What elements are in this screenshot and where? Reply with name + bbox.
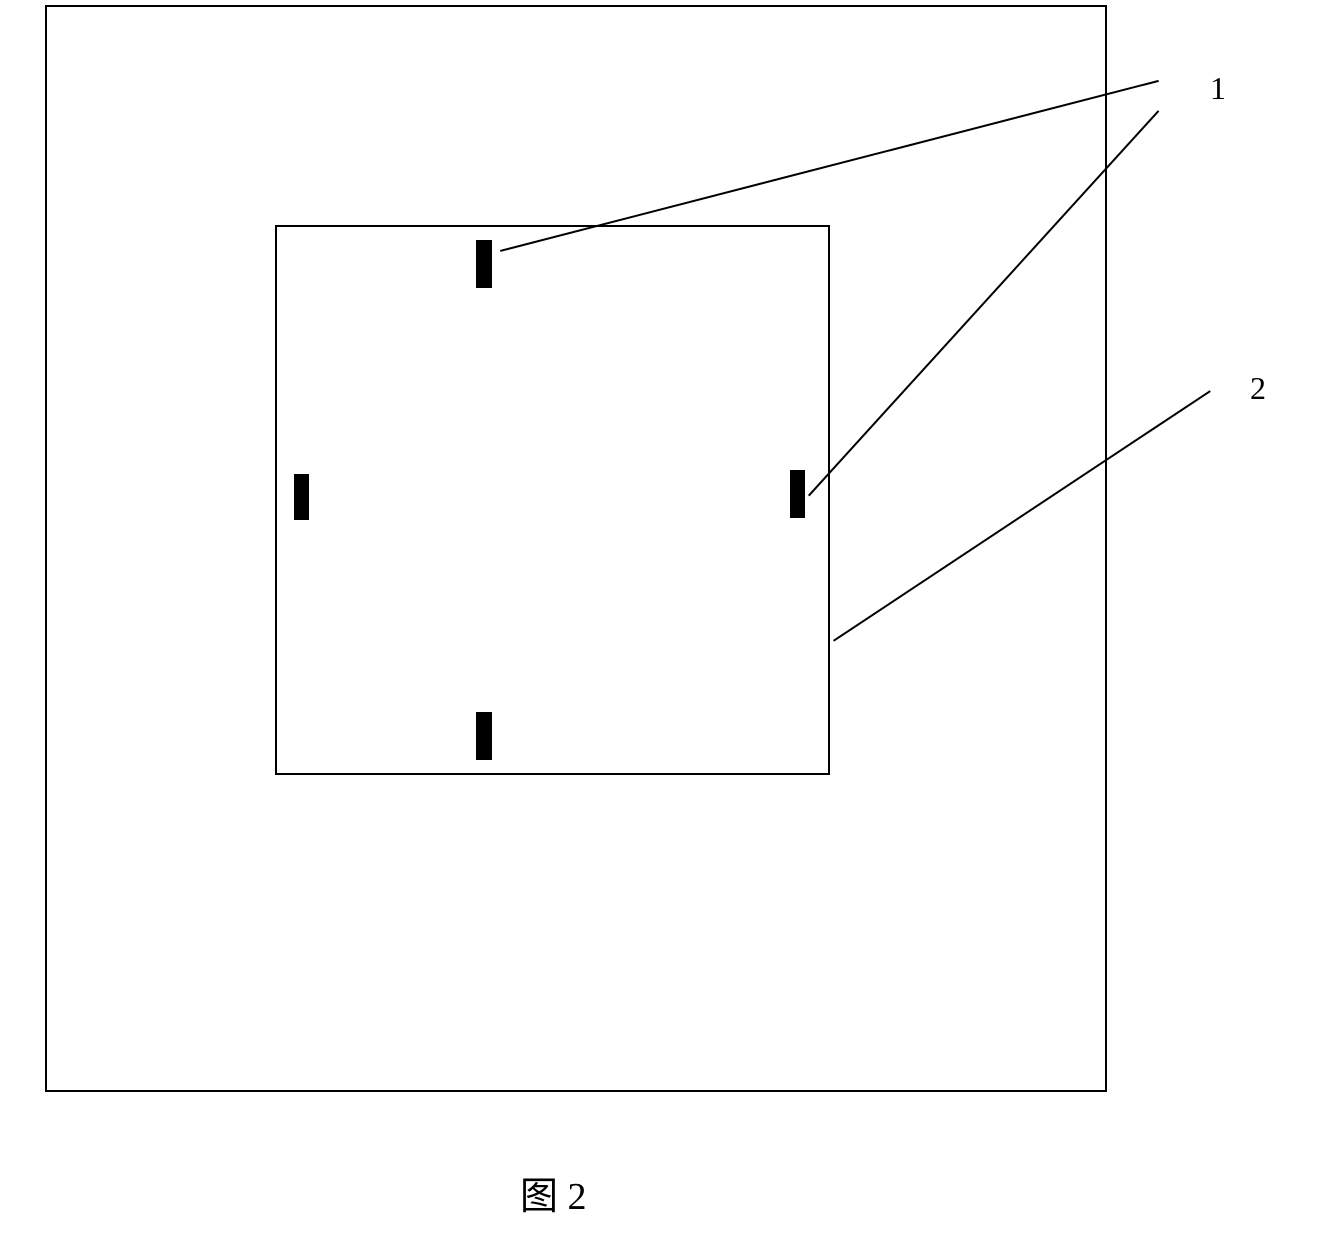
label-1: 1	[1210, 70, 1226, 107]
figure-caption: 图 2	[520, 1165, 587, 1220]
tick-mark	[476, 712, 492, 760]
tick-mark	[790, 470, 805, 518]
inner-rectangle	[275, 225, 830, 775]
tick-mark	[476, 240, 492, 288]
label-2: 2	[1250, 370, 1266, 407]
tick-mark	[294, 474, 309, 520]
